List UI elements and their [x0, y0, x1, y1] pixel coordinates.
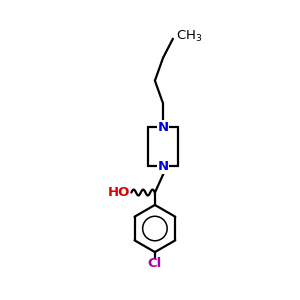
Text: Cl: Cl [148, 257, 162, 270]
Text: N: N [158, 121, 169, 134]
Text: HO: HO [108, 186, 130, 199]
Text: N: N [158, 160, 169, 173]
Text: CH$_3$: CH$_3$ [176, 28, 202, 44]
